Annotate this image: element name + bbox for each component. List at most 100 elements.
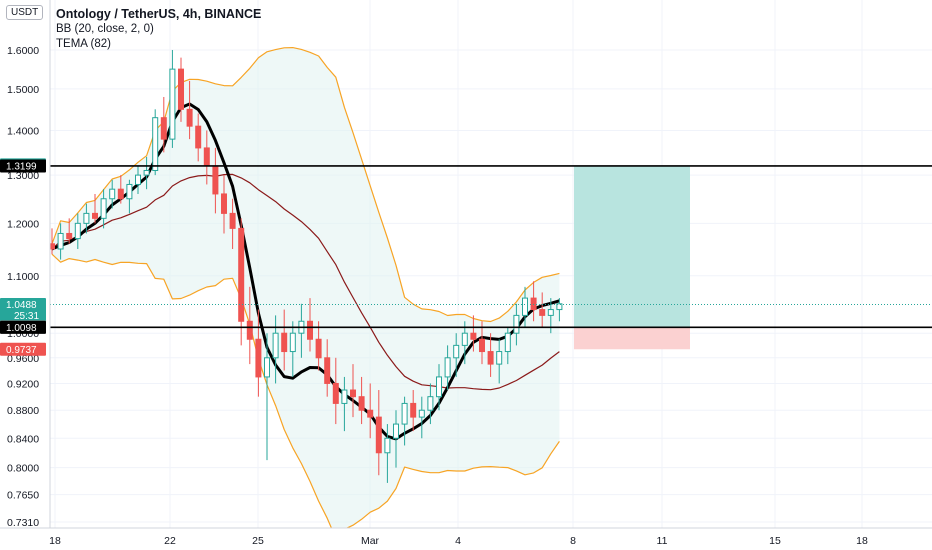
time-axis bbox=[0, 528, 932, 550]
bb-upper-line bbox=[51, 47, 560, 323]
candle-body bbox=[212, 165, 219, 195]
candle-body bbox=[57, 232, 64, 250]
candle-body bbox=[238, 227, 245, 322]
candle-body bbox=[522, 297, 528, 316]
candle-body bbox=[461, 332, 468, 346]
price-axis-label: 0.8000 bbox=[7, 463, 39, 475]
candle-body bbox=[556, 303, 563, 311]
candle-body bbox=[436, 376, 442, 398]
candle-body bbox=[272, 332, 279, 359]
tema-line bbox=[51, 102, 560, 441]
candle-body bbox=[264, 357, 270, 378]
candle-body bbox=[178, 68, 184, 110]
price-axis-label: 1.4000 bbox=[7, 125, 39, 137]
candle-body bbox=[289, 332, 296, 353]
indicator-bb[interactable]: BB (20, close, 2, 0) bbox=[56, 23, 154, 35]
indicator-tema[interactable]: TEMA (82) bbox=[56, 38, 111, 50]
candle-body bbox=[453, 344, 460, 359]
price-axis-label: 0.8800 bbox=[7, 405, 39, 417]
candle-body bbox=[152, 117, 159, 171]
candle-body bbox=[470, 332, 477, 340]
position-stop-zone bbox=[574, 326, 690, 350]
candle-body bbox=[427, 396, 434, 411]
candle-body bbox=[246, 320, 253, 340]
candle-body bbox=[350, 389, 356, 398]
candle-body bbox=[255, 338, 262, 378]
price-axis bbox=[0, 0, 50, 528]
price-tag-label: 1.3199 bbox=[6, 161, 37, 172]
time-axis-label: 18 bbox=[856, 535, 868, 547]
candle-body bbox=[341, 389, 348, 404]
time-axis-label: Mar bbox=[361, 535, 380, 547]
candle-body bbox=[315, 338, 322, 359]
currency-badge[interactable]: USDT bbox=[6, 5, 44, 20]
candle-body bbox=[100, 198, 107, 219]
candle-body bbox=[126, 183, 133, 200]
candle-body bbox=[203, 147, 210, 167]
candle-body bbox=[547, 309, 554, 316]
candle-body bbox=[143, 169, 150, 176]
time-axis-label: 8 bbox=[570, 535, 576, 547]
price-axis-label: 1.6000 bbox=[7, 45, 39, 57]
time-axis-label: 15 bbox=[769, 535, 781, 547]
candle-body bbox=[281, 332, 288, 353]
price-axis-label: 0.7310 bbox=[7, 517, 39, 529]
candle-body bbox=[160, 117, 167, 140]
candle-body bbox=[539, 309, 546, 316]
price-tag-countdown: 25:31 bbox=[14, 311, 39, 322]
price-axis-label: 0.8400 bbox=[7, 433, 39, 445]
price-tag bbox=[0, 297, 46, 322]
symbol-title[interactable]: Ontology / TetherUS, 4h, BINANCE bbox=[56, 7, 262, 21]
price-tag-label: 1.0098 bbox=[6, 323, 37, 334]
candle-body bbox=[401, 402, 408, 425]
bb-basis-line bbox=[51, 173, 560, 391]
candle-body bbox=[496, 351, 503, 365]
price-axis-label: 0.9600 bbox=[7, 353, 39, 365]
price-tag bbox=[0, 342, 46, 356]
time-axis-label: 4 bbox=[455, 535, 461, 547]
candle-body bbox=[74, 222, 81, 240]
candle-body bbox=[367, 409, 374, 418]
price-tag-label: 1.0488 bbox=[6, 300, 37, 311]
time-axis-label: 11 bbox=[657, 535, 668, 547]
time-axis-label: 25 bbox=[252, 535, 264, 547]
candle-body bbox=[135, 174, 141, 185]
time-axis-label: 18 bbox=[49, 535, 61, 547]
price-axis-label: 1.1000 bbox=[7, 271, 39, 283]
candle-body bbox=[332, 382, 339, 404]
chart-legend: Ontology / TetherUS, 4h, BINANCE BB (20,… bbox=[56, 7, 261, 52]
candle-body bbox=[221, 193, 227, 214]
candle-body bbox=[169, 68, 176, 140]
candle-body bbox=[358, 396, 365, 411]
candle-body bbox=[384, 437, 391, 454]
candle-body bbox=[487, 351, 494, 365]
candle-body bbox=[410, 402, 417, 418]
price-axis-label: 1.3000 bbox=[7, 170, 39, 182]
bb-lower-line bbox=[51, 253, 560, 539]
candle-body bbox=[117, 188, 124, 200]
price-axis-label: 0.7650 bbox=[7, 490, 39, 502]
price-axis-label: 1.2000 bbox=[7, 218, 39, 230]
candle-body bbox=[393, 423, 399, 439]
price-axis-label: 1.5000 bbox=[7, 84, 39, 96]
candle-body bbox=[444, 357, 451, 378]
candle-body bbox=[479, 338, 485, 353]
candle-body bbox=[92, 212, 98, 219]
candle-body bbox=[195, 125, 202, 149]
candle-body bbox=[229, 212, 236, 229]
price-tag-label: 0.9737 bbox=[6, 345, 37, 356]
candle-body bbox=[324, 357, 331, 384]
position-target-zone bbox=[574, 165, 690, 327]
price-tag bbox=[0, 159, 46, 173]
candle-body bbox=[66, 232, 73, 240]
price-axis-label: 0.9200 bbox=[7, 378, 39, 390]
candle-body bbox=[513, 314, 520, 334]
candle-body bbox=[418, 409, 425, 418]
candle-body bbox=[375, 416, 382, 454]
candle-body bbox=[307, 320, 313, 340]
candle-body bbox=[504, 332, 511, 353]
candle-body bbox=[109, 188, 116, 200]
bb-fill bbox=[52, 47, 560, 539]
candle-body bbox=[83, 212, 90, 224]
